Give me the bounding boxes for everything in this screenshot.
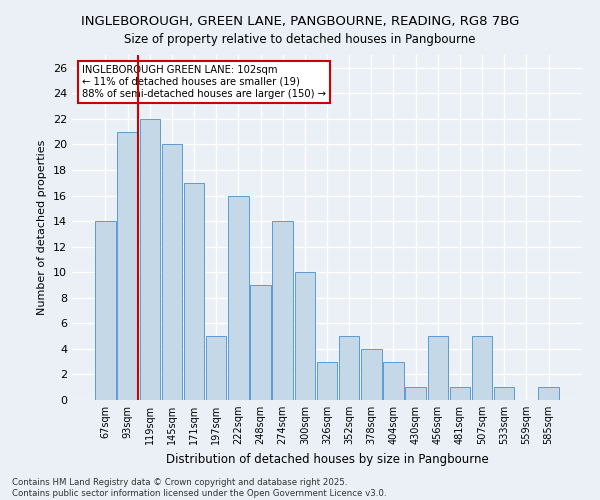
- Bar: [295, 272, 315, 400]
- Bar: [161, 144, 182, 400]
- X-axis label: Distribution of detached houses by size in Pangbourne: Distribution of detached houses by size …: [166, 452, 488, 466]
- Bar: [184, 183, 204, 400]
- Bar: [118, 132, 138, 400]
- Bar: [206, 336, 226, 400]
- Bar: [339, 336, 359, 400]
- Text: INGLEBOROUGH, GREEN LANE, PANGBOURNE, READING, RG8 7BG: INGLEBOROUGH, GREEN LANE, PANGBOURNE, RE…: [81, 15, 519, 28]
- Bar: [406, 387, 426, 400]
- Bar: [361, 349, 382, 400]
- Bar: [383, 362, 404, 400]
- Text: Size of property relative to detached houses in Pangbourne: Size of property relative to detached ho…: [124, 32, 476, 46]
- Bar: [228, 196, 248, 400]
- Text: INGLEBOROUGH GREEN LANE: 102sqm
← 11% of detached houses are smaller (19)
88% of: INGLEBOROUGH GREEN LANE: 102sqm ← 11% of…: [82, 66, 326, 98]
- Text: Contains HM Land Registry data © Crown copyright and database right 2025.
Contai: Contains HM Land Registry data © Crown c…: [12, 478, 386, 498]
- Bar: [494, 387, 514, 400]
- Bar: [272, 221, 293, 400]
- Y-axis label: Number of detached properties: Number of detached properties: [37, 140, 47, 315]
- Bar: [250, 285, 271, 400]
- Bar: [140, 119, 160, 400]
- Bar: [472, 336, 493, 400]
- Bar: [317, 362, 337, 400]
- Bar: [450, 387, 470, 400]
- Bar: [95, 221, 116, 400]
- Bar: [428, 336, 448, 400]
- Bar: [538, 387, 559, 400]
